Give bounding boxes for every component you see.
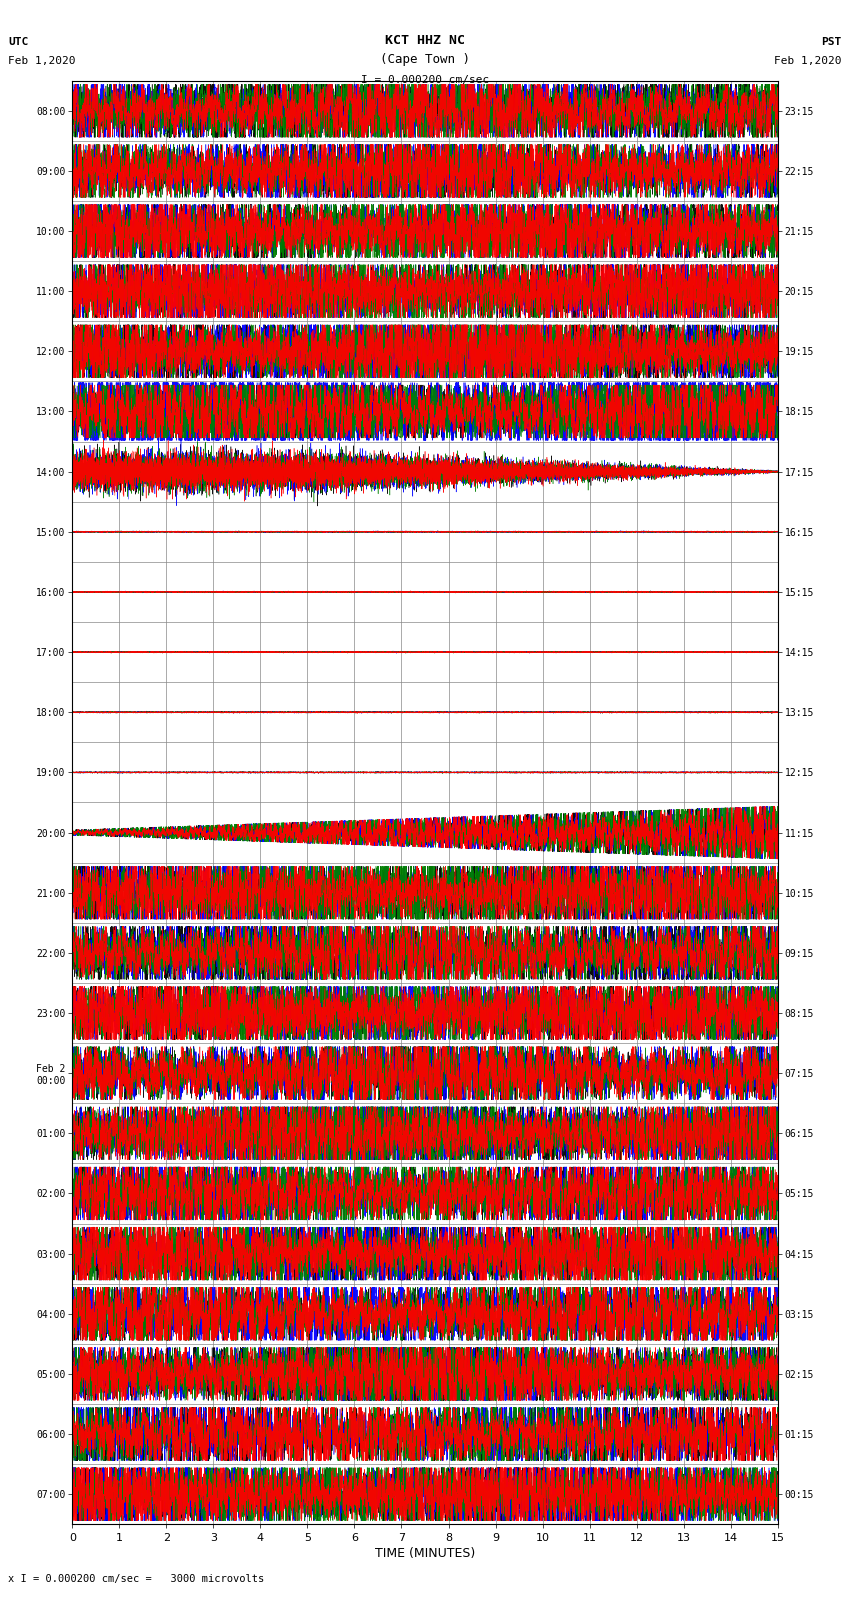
X-axis label: TIME (MINUTES): TIME (MINUTES)	[375, 1547, 475, 1560]
Text: x I = 0.000200 cm/sec =   3000 microvolts: x I = 0.000200 cm/sec = 3000 microvolts	[8, 1574, 264, 1584]
Text: Feb 1,2020: Feb 1,2020	[774, 56, 842, 66]
Text: UTC: UTC	[8, 37, 29, 47]
Text: KCT HHZ NC: KCT HHZ NC	[385, 34, 465, 47]
Text: PST: PST	[821, 37, 842, 47]
Text: I = 0.000200 cm/sec: I = 0.000200 cm/sec	[361, 76, 489, 85]
Text: Feb 1,2020: Feb 1,2020	[8, 56, 76, 66]
Text: (Cape Town ): (Cape Town )	[380, 53, 470, 66]
